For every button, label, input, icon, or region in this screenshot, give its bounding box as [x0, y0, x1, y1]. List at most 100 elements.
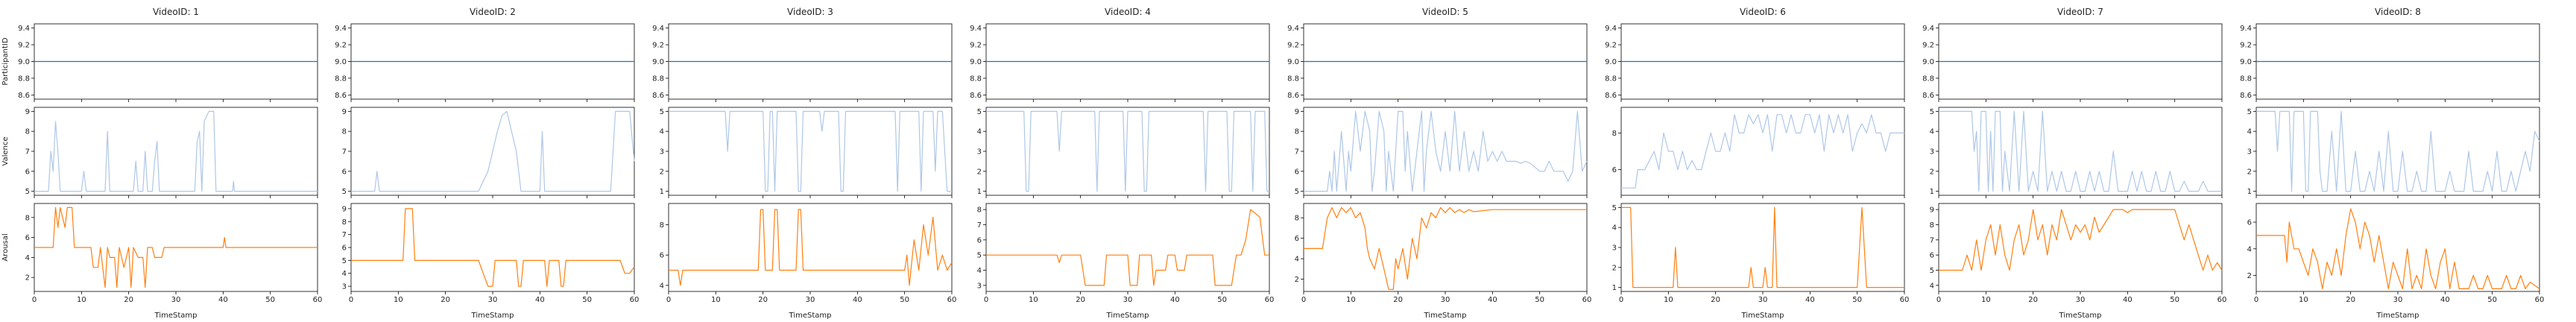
y-tick-label: 8.8 — [1922, 75, 1934, 83]
y-tick-label: 8.6 — [1922, 92, 1934, 100]
x-tick-label: 30 — [1123, 296, 1133, 304]
y-tick-label: 4 — [2247, 245, 2252, 253]
valence-series-line — [1304, 110, 1588, 192]
x-tick-label: 40 — [1170, 296, 1180, 304]
y-tick-label: 2 — [25, 274, 30, 282]
y-tick-label: 8.8 — [970, 75, 982, 83]
y-tick-label: 8.6 — [335, 92, 347, 100]
x-tick-label: 60 — [2217, 296, 2227, 304]
y-tick-label: 9.0 — [1605, 58, 1617, 66]
y-tick-label: 8.6 — [970, 92, 982, 100]
axes-frame — [985, 203, 1270, 292]
y-tick-label: 1 — [2247, 188, 2252, 196]
y-tick-label: 3 — [1612, 244, 1617, 253]
panel-title: VideoID: 1 — [153, 7, 199, 17]
y-tick-label: 6 — [2247, 219, 2252, 227]
x-tick-label: 10 — [1029, 296, 1038, 304]
x-tick-label: 30 — [1441, 296, 1450, 304]
y-tick-label: 6 — [342, 168, 347, 176]
x-tick-label: 50 — [2170, 296, 2179, 304]
y-tick-label: 6 — [25, 234, 30, 242]
y-tick-label: 9.4 — [335, 25, 347, 33]
y-tick-label: 4 — [977, 128, 982, 136]
axes-frame — [668, 107, 953, 196]
x-tick-label: 0 — [349, 296, 353, 304]
y-tick-label: 8.8 — [1287, 75, 1299, 83]
y-tick-label: 8.6 — [1287, 92, 1299, 100]
y-tick-label: 6 — [1295, 168, 1299, 176]
panel-title: VideoID: 5 — [1422, 7, 1468, 17]
y-tick-label: 5 — [1930, 267, 1934, 275]
x-tick-label: 50 — [265, 296, 275, 304]
panel-title: VideoID: 8 — [2375, 7, 2421, 17]
x-axis-label: TimeStamp — [1106, 312, 1149, 320]
y-tick-label: 3 — [977, 148, 982, 157]
y-tick-label: 7 — [977, 221, 982, 230]
valence-series-line — [1939, 110, 2222, 192]
y-tick-label: 8 — [1295, 215, 1299, 223]
x-tick-label: 0 — [1301, 296, 1306, 304]
y-tick-label: 9.2 — [2240, 42, 2252, 50]
y-tick-label: 8 — [977, 206, 982, 215]
y-tick-label: 4 — [1930, 128, 1934, 136]
y-tick-label: 4 — [2247, 128, 2252, 136]
y-tick-label: 2 — [2247, 168, 2252, 176]
y-tick-label: 2 — [2247, 272, 2252, 280]
y-tick-label: 3 — [1930, 148, 1934, 157]
arousal-series-line — [986, 209, 1269, 286]
panel-title: VideoID: 3 — [787, 7, 833, 17]
y-tick-label: 8.8 — [335, 75, 347, 83]
x-axis-label: TimeStamp — [1424, 312, 1467, 320]
panel-title: VideoID: 2 — [470, 7, 516, 17]
valence-series-line — [669, 110, 952, 192]
y-tick-label: 3 — [342, 283, 347, 291]
x-tick-label: 40 — [2123, 296, 2133, 304]
y-tick-label: 9.0 — [970, 58, 982, 66]
x-tick-label: 60 — [1582, 296, 1592, 304]
y-axis-label: Valence — [1, 136, 10, 165]
y-tick-label: 9.2 — [970, 42, 982, 50]
y-tick-label: 1 — [660, 188, 664, 196]
axes-frame — [350, 203, 635, 292]
y-tick-label: 7 — [1295, 148, 1299, 157]
y-tick-label: 2 — [1295, 276, 1299, 284]
x-tick-label: 30 — [488, 296, 498, 304]
x-tick-label: 0 — [32, 296, 37, 304]
y-tick-label: 8.6 — [18, 92, 30, 100]
y-tick-label: 9.4 — [1605, 25, 1617, 33]
y-tick-label: 7 — [342, 148, 347, 157]
arousal-series-line — [1621, 206, 1904, 288]
x-axis-label: TimeStamp — [2059, 312, 2102, 320]
y-tick-label: 2 — [1930, 168, 1934, 176]
x-tick-label: 10 — [1346, 296, 1356, 304]
y-tick-label: 1 — [1612, 284, 1617, 292]
y-tick-label: 8 — [1930, 221, 1934, 230]
y-tick-label: 9.0 — [652, 58, 664, 66]
x-tick-label: 20 — [758, 296, 768, 304]
axes-frame — [1303, 203, 1588, 292]
x-tick-label: 40 — [2440, 296, 2450, 304]
x-tick-label: 10 — [1664, 296, 1673, 304]
x-axis-label: TimeStamp — [154, 312, 198, 320]
x-tick-label: 40 — [535, 296, 545, 304]
valence-series-line — [2256, 110, 2540, 192]
y-tick-label: 1 — [977, 188, 982, 196]
y-tick-label: 9 — [1295, 108, 1299, 116]
y-tick-label: 8 — [1295, 128, 1299, 136]
x-tick-label: 10 — [711, 296, 721, 304]
y-tick-label: 4 — [660, 128, 664, 136]
valence-series-line — [34, 110, 318, 192]
x-tick-label: 30 — [2393, 296, 2403, 304]
x-axis-label: TimeStamp — [1741, 312, 1784, 320]
y-tick-label: 9.0 — [2240, 58, 2252, 66]
y-tick-label: 8 — [25, 214, 30, 222]
y-tick-label: 6 — [25, 168, 30, 176]
y-tick-label: 8 — [342, 128, 347, 136]
x-axis-label: TimeStamp — [789, 312, 832, 320]
panel-title: VideoID: 7 — [2057, 7, 2103, 17]
panel-title: VideoID: 6 — [1740, 7, 1786, 17]
y-tick-label: 8.8 — [652, 75, 664, 83]
y-tick-label: 9.0 — [18, 58, 30, 66]
y-tick-label: 2 — [1612, 264, 1617, 272]
